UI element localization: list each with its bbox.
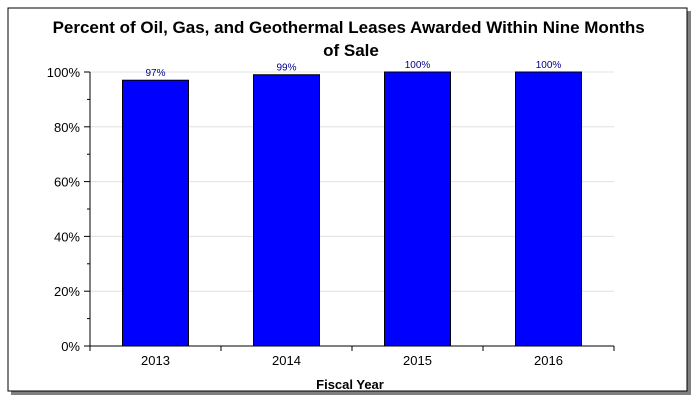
x-axis-title: Fiscal Year (316, 377, 384, 392)
bar (384, 71, 451, 347)
bar-data-label: 97% (145, 68, 165, 79)
chart-title: Percent of Oil, Gas, and Geothermal Leas… (53, 18, 650, 60)
chart-title-line-2: of Sale (323, 41, 379, 60)
labels: 0% 20% 40% 60% 80% 100% 97% 2013 99% 2014 100% 2015… (47, 60, 563, 368)
x-tick-label: 2015 (403, 353, 432, 368)
bars (122, 71, 582, 347)
y-tick-label: 80% (54, 120, 80, 135)
x-tick-label: 2016 (534, 353, 563, 368)
chart-border (7, 7, 688, 392)
y-tick-label: 60% (54, 175, 80, 190)
x-tick-label: 2014 (272, 353, 301, 368)
bar (253, 74, 320, 347)
bar-data-label: 100% (536, 60, 562, 71)
x-tick-label: 2013 (141, 353, 170, 368)
y-tick-label: 20% (54, 284, 80, 299)
y-tick-label: 0% (61, 339, 80, 354)
y-tick-label: 100% (47, 65, 81, 80)
axes (84, 71, 615, 351)
bar (122, 79, 189, 347)
bar-data-label: 100% (405, 60, 431, 71)
bar (515, 71, 582, 347)
bar-data-label: 99% (276, 63, 296, 74)
y-tick-label: 40% (54, 229, 80, 244)
chart-title-line-1: Percent of Oil, Gas, and Geothermal Leas… (53, 18, 645, 37)
